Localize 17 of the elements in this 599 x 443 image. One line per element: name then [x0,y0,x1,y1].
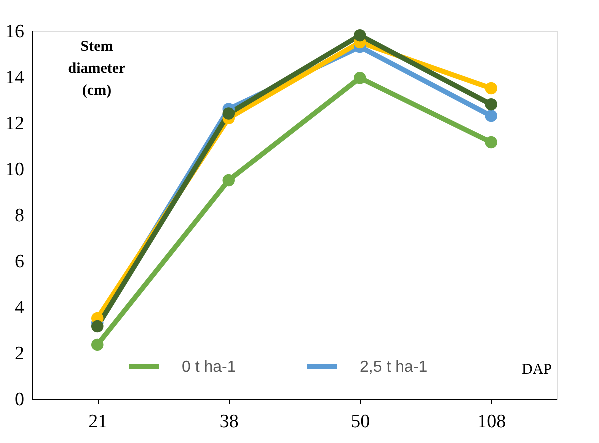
y-tick-label: 12 [6,114,24,134]
y-tick-label: 14 [6,68,25,88]
legend-label: 0 t ha-1 [182,358,236,376]
y-tick-label: 4 [15,298,25,318]
y-tick-label: 2 [15,344,24,364]
y-tick-label: 6 [15,252,24,272]
x-tick-label: 50 [351,412,370,432]
y-tick-label: 16 [6,22,24,42]
x-axis-title: DAP [522,362,552,378]
x-tick-label: 108 [478,412,506,432]
legend-label: 2,5 t ha-1 [360,358,428,376]
y-tick-label: 10 [6,160,24,180]
x-tick-label: 38 [220,412,239,432]
x-tick-label: 21 [88,412,108,432]
y-tick-label: 0 [15,390,24,410]
y-axis-title: Stem diameter (cm) [68,39,126,99]
y-tick-label: 8 [15,206,24,226]
